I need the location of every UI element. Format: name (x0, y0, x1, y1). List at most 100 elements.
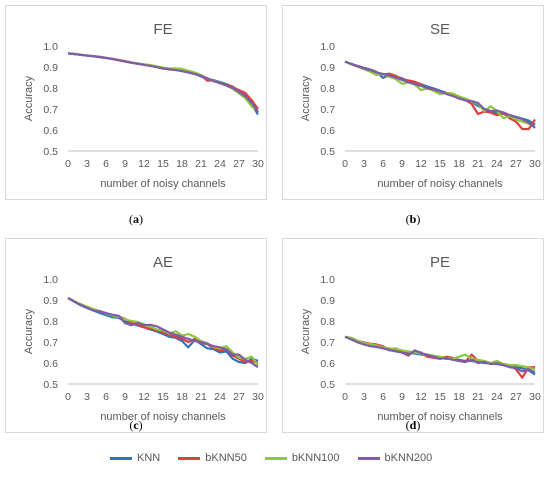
x-tick-label: 0 (342, 158, 348, 170)
series-line-bknn200 (67, 296, 259, 369)
y-tick-label: 0.6 (43, 358, 58, 370)
x-tick-label: 27 (510, 391, 522, 403)
chart-fe: FE 0.5 0.6 0.7 0.8 0.9 1.0 0 3 6 9 12 15 18 21 24 27 30 nu… (23, 21, 264, 190)
y-tick-label: 1.0 (43, 41, 58, 53)
caption-b: (b) (405, 212, 421, 226)
y-tick-label: 0.8 (43, 83, 58, 95)
x-tick-label: 6 (103, 391, 109, 403)
chart-title: FE (153, 21, 172, 38)
x-tick-label: 9 (122, 158, 128, 170)
y-axis-label: Accuracy (23, 308, 35, 354)
y-tick-label: 0.9 (320, 295, 335, 307)
x-tick-label: 30 (529, 158, 541, 170)
x-axis-label: number of noisy channels (377, 411, 503, 423)
x-tick-label: 3 (84, 158, 90, 170)
legend-label-knn: KNN (137, 452, 161, 464)
y-tick-label: 0.7 (320, 337, 335, 349)
legend-label-bknn50: bKNN50 (205, 452, 247, 464)
y-tick-label: 1.0 (43, 274, 58, 286)
y-tick-label: 0.9 (43, 295, 58, 307)
y-tick-label: 1.0 (320, 274, 335, 286)
y-tick-label: 1.0 (320, 41, 335, 53)
x-tick-label: 15 (157, 391, 169, 403)
series-line-bknn50 (67, 52, 259, 110)
y-axis-label: Accuracy (23, 75, 35, 121)
chart-title: AE (153, 254, 173, 271)
y-tick-label: 0.6 (43, 125, 58, 137)
chart-title: SE (430, 21, 450, 38)
x-tick-label: 27 (510, 158, 522, 170)
chart-panel-fe: FE 0.5 0.6 0.7 0.8 0.9 1.0 0 3 6 9 12 15 18 21 24 27 30 nu… (5, 5, 267, 200)
legend-item-bknn50: bKNN50 (178, 452, 247, 464)
x-tick-label: 12 (415, 158, 427, 170)
legend-item-bknn100: bKNN100 (264, 452, 340, 464)
caption-d: (d) (405, 418, 421, 432)
x-tick-label: 0 (65, 158, 71, 170)
legend-item-bknn200: bKNN200 (357, 452, 432, 464)
y-tick-label: 0.8 (320, 316, 335, 328)
legend-swatch-bknn50 (178, 456, 201, 460)
chart-panel-se: SE 0.5 0.6 0.7 0.8 0.9 1.0 0 3 6 9 12 15 18 21 24 27 30 nu… (282, 5, 544, 200)
y-tick-label: 0.6 (320, 358, 335, 370)
y-tick-label: 0.8 (320, 83, 335, 95)
x-tick-label: 0 (342, 391, 348, 403)
x-axis-label: number of noisy channels (377, 178, 503, 190)
y-tick-label: 0.8 (43, 316, 58, 328)
series-line-knn (67, 52, 259, 116)
chart-legend: KNN bKNN50 bKNN100 bKNN200 (110, 450, 480, 466)
x-tick-label: 12 (138, 158, 150, 170)
x-tick-label: 0 (65, 391, 71, 403)
x-tick-label: 21 (472, 391, 484, 403)
y-axis-label: Accuracy (300, 308, 312, 354)
x-tick-label: 27 (233, 158, 245, 170)
chart-pe: PE 0.5 0.6 0.7 0.8 0.9 1.0 0 3 6 9 12 15 18 21 24 27 30 nu… (300, 254, 541, 423)
x-axis-label: number of noisy channels (100, 411, 226, 423)
chart-title: PE (430, 254, 450, 271)
caption-c: (c) (129, 418, 143, 432)
series-line-bknn100 (67, 52, 259, 112)
y-tick-label: 0.9 (43, 62, 58, 74)
x-axis-label: number of noisy channels (100, 178, 226, 190)
chart-panel-pe: PE 0.5 0.6 0.7 0.8 0.9 1.0 0 3 6 9 12 15 18 21 24 27 30 nu… (282, 238, 544, 433)
series-line-bknn200 (344, 335, 536, 374)
chart-se: SE 0.5 0.6 0.7 0.8 0.9 1.0 0 3 6 9 12 15 18 21 24 27 30 nu… (300, 21, 541, 190)
chart-panel-ae: AE 0.5 0.6 0.7 0.8 0.9 1.0 0 3 6 9 12 15 18 21 24 27 30 nu… (5, 238, 267, 433)
x-tick-label: 9 (399, 391, 405, 403)
x-tick-label: 24 (491, 391, 503, 403)
x-tick-label: 21 (195, 158, 207, 170)
y-tick-label: 0.7 (320, 104, 335, 116)
x-tick-label: 24 (491, 158, 503, 170)
x-tick-label: 15 (434, 158, 446, 170)
y-tick-label: 0.7 (43, 337, 58, 349)
chart-ae: AE 0.5 0.6 0.7 0.8 0.9 1.0 0 3 6 9 12 15 18 21 24 27 30 nu… (23, 254, 264, 423)
series-line-bknn200 (344, 60, 536, 129)
caption-a: (a) (129, 212, 143, 226)
x-tick-label: 27 (233, 391, 245, 403)
y-tick-label: 0.9 (320, 62, 335, 74)
y-tick-label: 0.5 (43, 379, 58, 391)
x-tick-label: 18 (453, 158, 465, 170)
x-tick-label: 12 (415, 391, 427, 403)
x-tick-label: 18 (176, 158, 188, 170)
y-tick-label: 0.5 (43, 146, 58, 158)
x-tick-label: 6 (103, 158, 109, 170)
x-tick-label: 30 (529, 391, 541, 403)
x-tick-label: 24 (214, 391, 226, 403)
series-line-bknn200 (67, 52, 259, 113)
x-tick-label: 30 (252, 158, 264, 170)
x-tick-label: 3 (361, 391, 367, 403)
x-tick-label: 6 (380, 391, 386, 403)
series-line-bknn100 (344, 335, 536, 371)
x-tick-label: 12 (138, 391, 150, 403)
series-line-knn (67, 296, 259, 365)
x-tick-label: 3 (84, 391, 90, 403)
y-tick-label: 0.5 (320, 379, 335, 391)
x-tick-label: 21 (195, 391, 207, 403)
x-tick-label: 21 (472, 158, 484, 170)
x-tick-label: 15 (434, 391, 446, 403)
x-tick-label: 3 (361, 158, 367, 170)
y-axis-label: Accuracy (300, 75, 312, 121)
y-tick-label: 0.5 (320, 146, 335, 158)
x-tick-label: 18 (453, 391, 465, 403)
x-tick-label: 18 (176, 391, 188, 403)
